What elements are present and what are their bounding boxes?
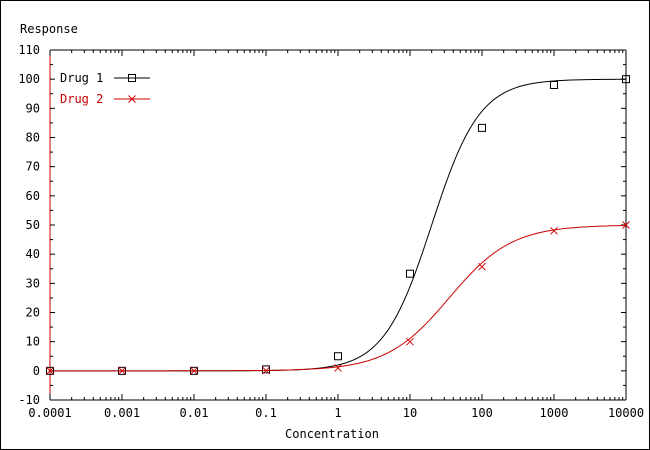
data-point-x bbox=[550, 226, 558, 235]
data-point-square bbox=[406, 269, 414, 278]
x-tick-label: 0.1 bbox=[255, 406, 277, 420]
x-tick-label: 1 bbox=[334, 406, 341, 420]
data-point-square bbox=[478, 123, 486, 132]
y-axis-label: Response bbox=[20, 22, 78, 36]
series-line-1 bbox=[50, 78, 627, 372]
marker-stroke bbox=[406, 337, 414, 346]
x-tick-label: 0.0001 bbox=[28, 406, 71, 420]
y-tick-label: 40 bbox=[26, 247, 40, 261]
marker-stroke bbox=[190, 366, 198, 375]
data-point-square bbox=[550, 81, 558, 89]
y-tick-label: 30 bbox=[26, 276, 40, 290]
data-point-x bbox=[406, 337, 414, 346]
x-tick-label: 0.001 bbox=[104, 406, 140, 420]
legend-marker-square bbox=[128, 74, 136, 82]
data-point-x bbox=[622, 221, 630, 229]
marker-stroke bbox=[118, 366, 126, 375]
data-point-x bbox=[478, 262, 486, 271]
data-point-x bbox=[118, 366, 126, 375]
marker-stroke bbox=[46, 366, 54, 375]
legend-label-2: Drug 2 bbox=[60, 92, 103, 106]
y-tick-label: 110 bbox=[18, 43, 40, 57]
x-tick-label: 10 bbox=[403, 406, 417, 420]
data-point-x bbox=[46, 366, 54, 375]
marker-stroke bbox=[478, 262, 486, 271]
legend-label-1: Drug 1 bbox=[60, 71, 103, 85]
y-tick-label: 100 bbox=[18, 72, 40, 86]
data-point-x bbox=[334, 364, 342, 372]
y-tick-label: 10 bbox=[26, 335, 40, 349]
y-tick-label: 60 bbox=[26, 189, 40, 203]
data-point-x bbox=[190, 366, 198, 375]
x-tick-label: 1000 bbox=[540, 406, 569, 420]
y-tick-label: 70 bbox=[26, 160, 40, 174]
y-tick-label: 50 bbox=[26, 218, 40, 232]
marker-stroke bbox=[262, 366, 270, 375]
data-point-square bbox=[622, 75, 630, 84]
marker-stroke bbox=[334, 364, 342, 372]
y-tick-label: 80 bbox=[26, 131, 40, 145]
data-point-square bbox=[262, 365, 270, 374]
x-tick-label: 0.01 bbox=[180, 406, 209, 420]
legend: Drug 1 Drug 2 bbox=[60, 71, 150, 106]
x-tick-label: 10000 bbox=[608, 406, 644, 420]
legend-marker-x bbox=[128, 95, 136, 103]
marker-stroke bbox=[128, 95, 136, 103]
y-tick-label: 90 bbox=[26, 101, 40, 115]
data-point-x bbox=[262, 366, 270, 375]
data-point-square bbox=[334, 352, 342, 361]
marker-stroke bbox=[622, 221, 630, 229]
y-tick-label: 0 bbox=[33, 364, 40, 378]
series-line-2 bbox=[50, 225, 627, 372]
y-tick-label: 20 bbox=[26, 306, 40, 320]
plot-area bbox=[46, 75, 630, 375]
x-tick-label: 100 bbox=[471, 406, 493, 420]
y-tick-label: -10 bbox=[18, 393, 40, 407]
x-axis-label: Concentration bbox=[285, 427, 379, 441]
marker-stroke bbox=[550, 226, 558, 235]
